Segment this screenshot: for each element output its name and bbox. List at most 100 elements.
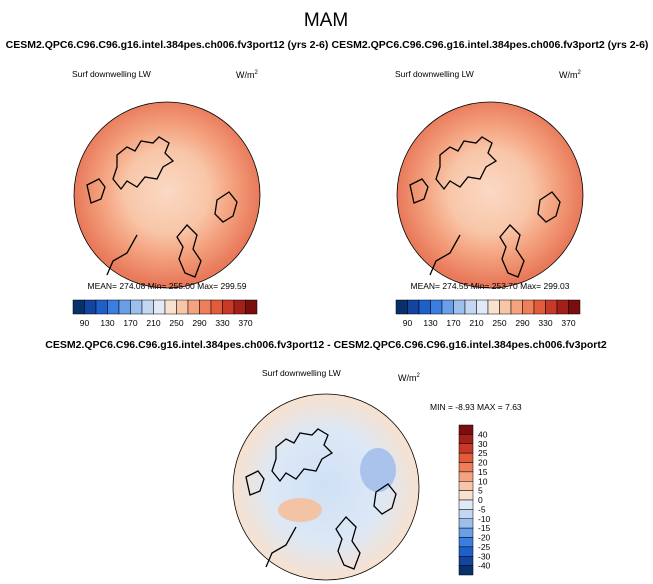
colorbar-box	[464, 299, 477, 315]
map-anomaly	[278, 498, 322, 522]
colorbar-box	[233, 299, 246, 315]
colorbar-box	[568, 299, 581, 315]
colorbar-label: 25	[478, 448, 488, 458]
colorbar-box	[510, 299, 523, 315]
colorbar-box	[556, 299, 569, 315]
case-title: CESM2.QPC6.C96.C96.g16.intel.384pes.ch00…	[332, 39, 649, 51]
units: W/m2	[559, 70, 582, 80]
case-title: CESM2.QPC6.C96.C96.g16.intel.384pes.ch00…	[6, 39, 329, 51]
colorbar-label: 90	[403, 318, 413, 328]
colorbar-label: 170	[123, 318, 137, 328]
colorbar-label: -25	[478, 542, 491, 552]
variable-label: Surf downwelling LW	[395, 69, 474, 79]
colorbar-label: 90	[80, 318, 90, 328]
colorbar-label: 20	[478, 458, 488, 468]
units: W/m2	[236, 70, 259, 80]
colorbar-box	[458, 537, 474, 548]
colorbar-box	[533, 299, 546, 315]
colorbar-label: -40	[478, 561, 491, 571]
colorbar-box	[164, 299, 177, 315]
diff-title: CESM2.QPC6.C96.C96.g16.intel.384pes.ch00…	[45, 339, 607, 351]
colorbar-box	[458, 424, 474, 435]
colorbar-label: -15	[478, 523, 491, 533]
colorbar-box	[487, 299, 500, 315]
stats: MEAN= 274.55 Min= 253.70 Max= 299.03	[410, 281, 569, 291]
colorbar-box	[458, 499, 474, 510]
units-exponent: 2	[578, 70, 582, 76]
colorbar-box	[458, 518, 474, 529]
colorbar-box	[458, 490, 474, 501]
colorbar-box	[499, 299, 512, 315]
colorbar-label: 290	[515, 318, 529, 328]
colorbar-label: 370	[238, 318, 252, 328]
colorbar-box	[395, 299, 408, 315]
coastline	[245, 428, 397, 570]
stats: MEAN= 274.08 Min= 255.00 Max= 299.59	[87, 281, 246, 291]
colorbar-box	[199, 299, 212, 315]
colorbar-box	[476, 299, 489, 315]
colorbar-label: 330	[215, 318, 229, 328]
colorbar-label: -30	[478, 551, 491, 561]
colorbar-label: 130	[100, 318, 114, 328]
colorbar-box	[95, 299, 108, 315]
map-field	[396, 101, 584, 289]
colorbar-box	[458, 434, 474, 444]
units-base: W/m	[398, 373, 417, 383]
colorbar-label: 40	[478, 429, 488, 439]
colorbar-box	[441, 299, 454, 315]
stats: MIN = -8.93 MAX = 7.63	[430, 402, 522, 412]
colorbar-box	[458, 546, 474, 557]
colorbar-box	[407, 299, 420, 315]
colorbar-box	[545, 299, 558, 315]
figure-title: MAM	[304, 10, 348, 31]
colorbar-box	[458, 565, 474, 576]
colorbar-box	[458, 471, 474, 482]
map-field	[73, 101, 261, 289]
colorbar-box	[458, 556, 474, 566]
variable-label: Surf downwelling LW	[262, 368, 341, 378]
colorbar-label: 250	[492, 318, 506, 328]
colorbar-box	[153, 299, 166, 315]
colorbar-box	[176, 299, 189, 315]
colorbar-box	[118, 299, 131, 315]
colorbar-label: 170	[446, 318, 460, 328]
colorbar-box	[107, 299, 120, 315]
units-base: W/m	[236, 70, 255, 80]
colorbar-box	[222, 299, 235, 315]
colorbar-box	[458, 443, 474, 454]
units-base: W/m	[559, 70, 578, 80]
colorbar-label: 330	[538, 318, 552, 328]
colorbar-label: -10	[478, 514, 491, 524]
colorbar-label: 30	[478, 439, 488, 449]
colorbar-box	[141, 299, 154, 315]
colorbar-box	[130, 299, 143, 315]
colorbar-label: 0	[478, 495, 483, 505]
colorbar-box	[458, 481, 474, 491]
colorbar-label: 15	[478, 467, 488, 477]
units-exponent: 2	[417, 373, 421, 379]
colorbar-label: 210	[469, 318, 483, 328]
colorbar-box	[453, 299, 466, 315]
colorbar-box	[187, 299, 200, 315]
colorbar-box	[245, 299, 258, 315]
coastline	[86, 136, 238, 278]
variable-label: Surf downwelling LW	[72, 69, 151, 79]
colorbar-box	[458, 452, 474, 463]
colorbar-label: 370	[561, 318, 575, 328]
colorbar-label: 250	[169, 318, 183, 328]
colorbar-box	[458, 462, 474, 473]
colorbar-label: 290	[192, 318, 206, 328]
colorbar-box	[458, 509, 474, 519]
units-exponent: 2	[255, 70, 259, 76]
colorbar-label: -5	[478, 504, 486, 514]
colorbar-box	[458, 527, 474, 538]
colorbar-box	[72, 299, 85, 315]
colorbar-box	[84, 299, 97, 315]
colorbar-box	[210, 299, 223, 315]
colorbar-label: 10	[478, 476, 488, 486]
map-field	[232, 393, 420, 581]
units: W/m2	[398, 373, 421, 383]
colorbar-box	[418, 299, 431, 315]
colorbar-label: 130	[423, 318, 437, 328]
